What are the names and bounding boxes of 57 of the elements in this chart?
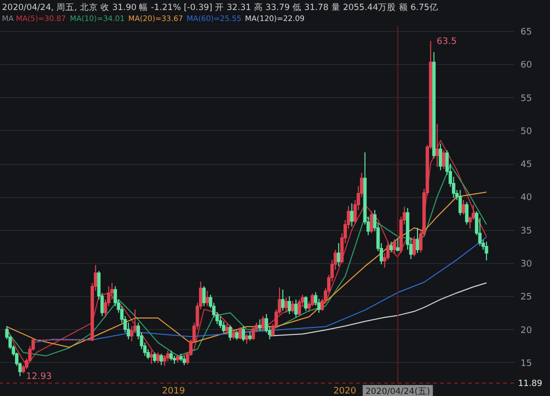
candlestick: [436, 123, 439, 168]
candlestick: [242, 325, 246, 342]
candlestick: [442, 150, 446, 170]
candlestick: [281, 289, 285, 312]
candlestick: [465, 202, 468, 226]
annotation: 12.93: [26, 372, 52, 382]
candlestick: [412, 236, 416, 257]
y-tick-label: 55: [520, 94, 532, 104]
candlestick: [244, 333, 248, 344]
y-tick-label: 15: [520, 358, 532, 369]
candlestick: [396, 237, 400, 252]
candlestick: [206, 290, 209, 307]
candlestick: [350, 202, 354, 228]
x-tick-label: 2019: [162, 386, 186, 396]
candlestick: [218, 316, 222, 328]
candlestick: [294, 298, 298, 318]
line-series: [269, 282, 487, 336]
candlestick: [228, 324, 232, 342]
y-tick-label: 20: [520, 326, 532, 336]
line-series: [6, 140, 487, 366]
candlestick: [225, 324, 229, 336]
candlestick: [150, 350, 154, 364]
candlestick: [288, 296, 292, 315]
y-tick-label: 50: [520, 126, 532, 137]
candlestick: [458, 190, 462, 216]
candlestick: [252, 326, 255, 340]
candlestick: [258, 318, 262, 332]
y-tick-label: 35: [520, 226, 532, 236]
annotation: 63.5: [436, 36, 457, 47]
candlestick: [166, 350, 170, 362]
y-tick-label: 40: [520, 193, 532, 204]
candlestick: [153, 352, 156, 363]
y-tick-label: 45: [520, 160, 532, 170]
candlestick: [284, 296, 288, 314]
candlestick: [304, 296, 308, 312]
candlestick: [298, 298, 301, 317]
y-tick-label: 30: [520, 260, 532, 270]
chart-title: 2020/04/24, 周五, 北京 收 31.90 幅 -1.21% [-0.39] 开 32.31 高 33.79 低 31.78 量 2055.44万股 额 6.75亿: [2, 2, 438, 13]
candlestick: [370, 210, 374, 234]
candlestick: [336, 242, 340, 267]
y-tick-label: 65: [520, 27, 532, 38]
candlestick: [169, 350, 173, 361]
candlestick: [290, 300, 294, 314]
candlestick: [182, 355, 186, 366]
candlestick: [390, 241, 393, 253]
line-series: [6, 192, 487, 348]
ref-line-label: 11.89: [518, 379, 542, 390]
candlestick: [238, 326, 242, 340]
x-tick-label: 2020: [333, 386, 357, 396]
ref-line-label: 2020/04/24(五): [365, 387, 430, 396]
line-series: [32, 236, 487, 344]
candlestick: [160, 353, 163, 366]
y-tick-label: 60: [520, 60, 532, 71]
y-tick-label: 25: [520, 292, 532, 303]
candlestick: [484, 241, 488, 261]
candlestick: [235, 330, 239, 340]
candlestick: [156, 352, 160, 364]
